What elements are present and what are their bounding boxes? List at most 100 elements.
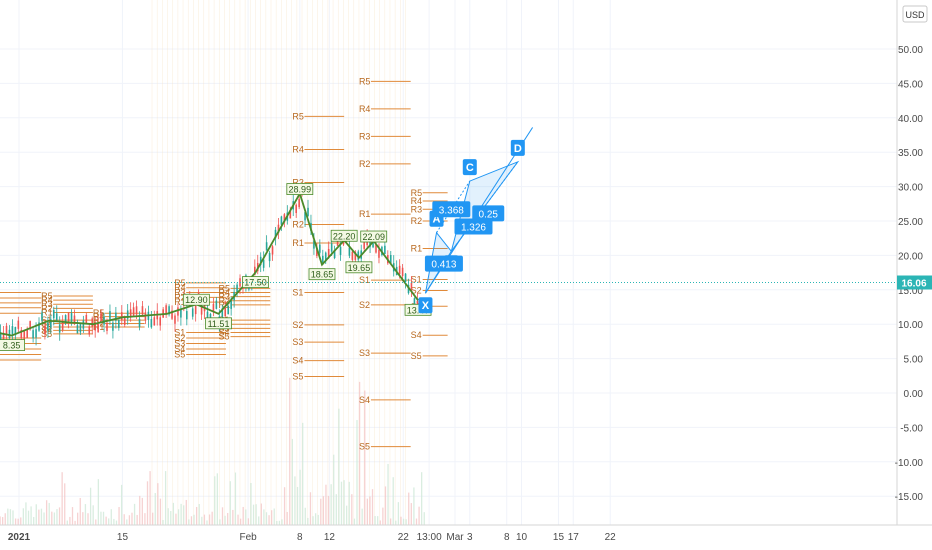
candle-body bbox=[330, 243, 333, 252]
candle-body bbox=[351, 251, 354, 260]
candle-body bbox=[295, 204, 297, 214]
volume-bar bbox=[164, 471, 167, 525]
volume-bar bbox=[203, 514, 206, 525]
candle-body bbox=[304, 212, 306, 221]
candle-body bbox=[236, 284, 238, 293]
pivot-label-r3: R3 bbox=[292, 177, 304, 187]
volume-bar bbox=[146, 481, 149, 525]
pivot-label-s5: S5 bbox=[174, 349, 185, 359]
volume-bar bbox=[338, 408, 340, 525]
volume-bar bbox=[95, 519, 97, 525]
candle-body bbox=[52, 309, 55, 319]
price-tick-label: 35.00 bbox=[898, 148, 923, 159]
volume-bar bbox=[0, 516, 1, 525]
candle-body bbox=[274, 229, 277, 239]
pivot-label-s1: S1 bbox=[359, 275, 370, 285]
volume-bar bbox=[268, 515, 270, 525]
volume-bar bbox=[30, 506, 32, 525]
time-tick-label: 8 bbox=[504, 532, 510, 543]
volume-bar bbox=[115, 520, 118, 525]
volume-bar bbox=[242, 506, 244, 525]
volume-bar bbox=[123, 514, 125, 525]
candle-body bbox=[97, 323, 99, 333]
candle-body bbox=[41, 312, 43, 321]
candle-body bbox=[135, 306, 138, 315]
candle-body bbox=[404, 273, 407, 282]
candle-body bbox=[215, 300, 218, 309]
volume-bar bbox=[250, 483, 252, 525]
currency-tag[interactable]: USD bbox=[902, 5, 928, 23]
volume-bar bbox=[51, 511, 53, 525]
candle-body bbox=[129, 309, 132, 318]
volume-bar bbox=[136, 514, 138, 525]
volume-bar bbox=[25, 502, 27, 525]
candle-body bbox=[94, 322, 96, 331]
pivot-label-s4: S4 bbox=[41, 325, 52, 335]
harmonic-ratio-box[interactable] bbox=[424, 255, 463, 272]
candle-body bbox=[206, 311, 209, 320]
volume-bar bbox=[35, 504, 37, 525]
volume-bar bbox=[227, 512, 229, 525]
price-tick-label: -10.00 bbox=[895, 458, 924, 469]
candle-body bbox=[271, 246, 274, 255]
pivot-label-r3: R3 bbox=[93, 315, 105, 325]
time-tick-label: 3 bbox=[467, 532, 473, 543]
candle-body bbox=[44, 325, 46, 335]
candle-body bbox=[398, 265, 401, 275]
price-axis[interactable]: 50.00 45.00 40.00 35.00 30.00 25.00 20.00 15.00… bbox=[895, 0, 924, 525]
volume-bar bbox=[7, 508, 9, 525]
currency-label: USD bbox=[905, 10, 925, 20]
harmonic-ratio-box[interactable] bbox=[454, 218, 493, 235]
volume-bar bbox=[22, 508, 24, 525]
volume-bar bbox=[361, 508, 363, 525]
volume-bar bbox=[366, 498, 368, 525]
volume-bar bbox=[201, 516, 203, 525]
volume-bar bbox=[79, 498, 81, 525]
volume-bar bbox=[102, 511, 105, 525]
pivot-label-s4: S4 bbox=[292, 356, 303, 366]
volume-bar bbox=[351, 494, 353, 525]
volume-bar bbox=[408, 492, 410, 525]
candle-body bbox=[150, 319, 153, 328]
pivot-label-r3: R3 bbox=[411, 204, 423, 214]
candle-body bbox=[38, 322, 40, 331]
volume-bar bbox=[294, 476, 296, 525]
volume-bar bbox=[382, 507, 384, 525]
volume-bar bbox=[377, 516, 379, 525]
volume-bar bbox=[20, 517, 22, 525]
volume-bar bbox=[131, 512, 133, 525]
harmonic-point-x[interactable] bbox=[418, 297, 433, 314]
candle-body bbox=[144, 312, 147, 321]
pivot-label-s5: S5 bbox=[411, 351, 422, 361]
candle-body bbox=[298, 198, 300, 208]
candle-body bbox=[159, 317, 162, 326]
harmonic-point-d[interactable] bbox=[510, 139, 525, 156]
pivot-label-r1: R1 bbox=[359, 209, 371, 219]
time-axis[interactable]: 2021 15 Feb 8 12 22 13:00 Mar 3 8 10 15 17 22 bbox=[0, 524, 932, 543]
candle-body bbox=[17, 320, 20, 329]
volume-bar bbox=[120, 484, 123, 525]
harmonic-point-c[interactable] bbox=[462, 159, 477, 176]
volume-bar bbox=[421, 472, 423, 525]
candle-body bbox=[8, 329, 11, 339]
zigzag-label: 22.20 bbox=[333, 231, 356, 241]
volume-bar bbox=[379, 520, 381, 525]
pivot-label-s2: S2 bbox=[411, 285, 422, 295]
volume-bar bbox=[105, 516, 107, 525]
candle-body bbox=[120, 312, 123, 321]
candle-body bbox=[348, 247, 351, 256]
harmonic-ratio-box[interactable] bbox=[472, 205, 505, 222]
pivot-label-r1: R1 bbox=[41, 308, 53, 318]
candle-body bbox=[50, 319, 52, 328]
volume-bar bbox=[128, 515, 131, 525]
candle-body bbox=[55, 313, 58, 322]
candle-body bbox=[378, 249, 380, 258]
volume-bar bbox=[58, 507, 61, 525]
volume-bar bbox=[177, 509, 180, 525]
price-tick-label: 15.00 bbox=[898, 286, 923, 297]
harmonic-ratio-box[interactable] bbox=[432, 201, 471, 218]
pivot-label-s4: S4 bbox=[219, 327, 230, 337]
candle-body bbox=[100, 312, 102, 322]
